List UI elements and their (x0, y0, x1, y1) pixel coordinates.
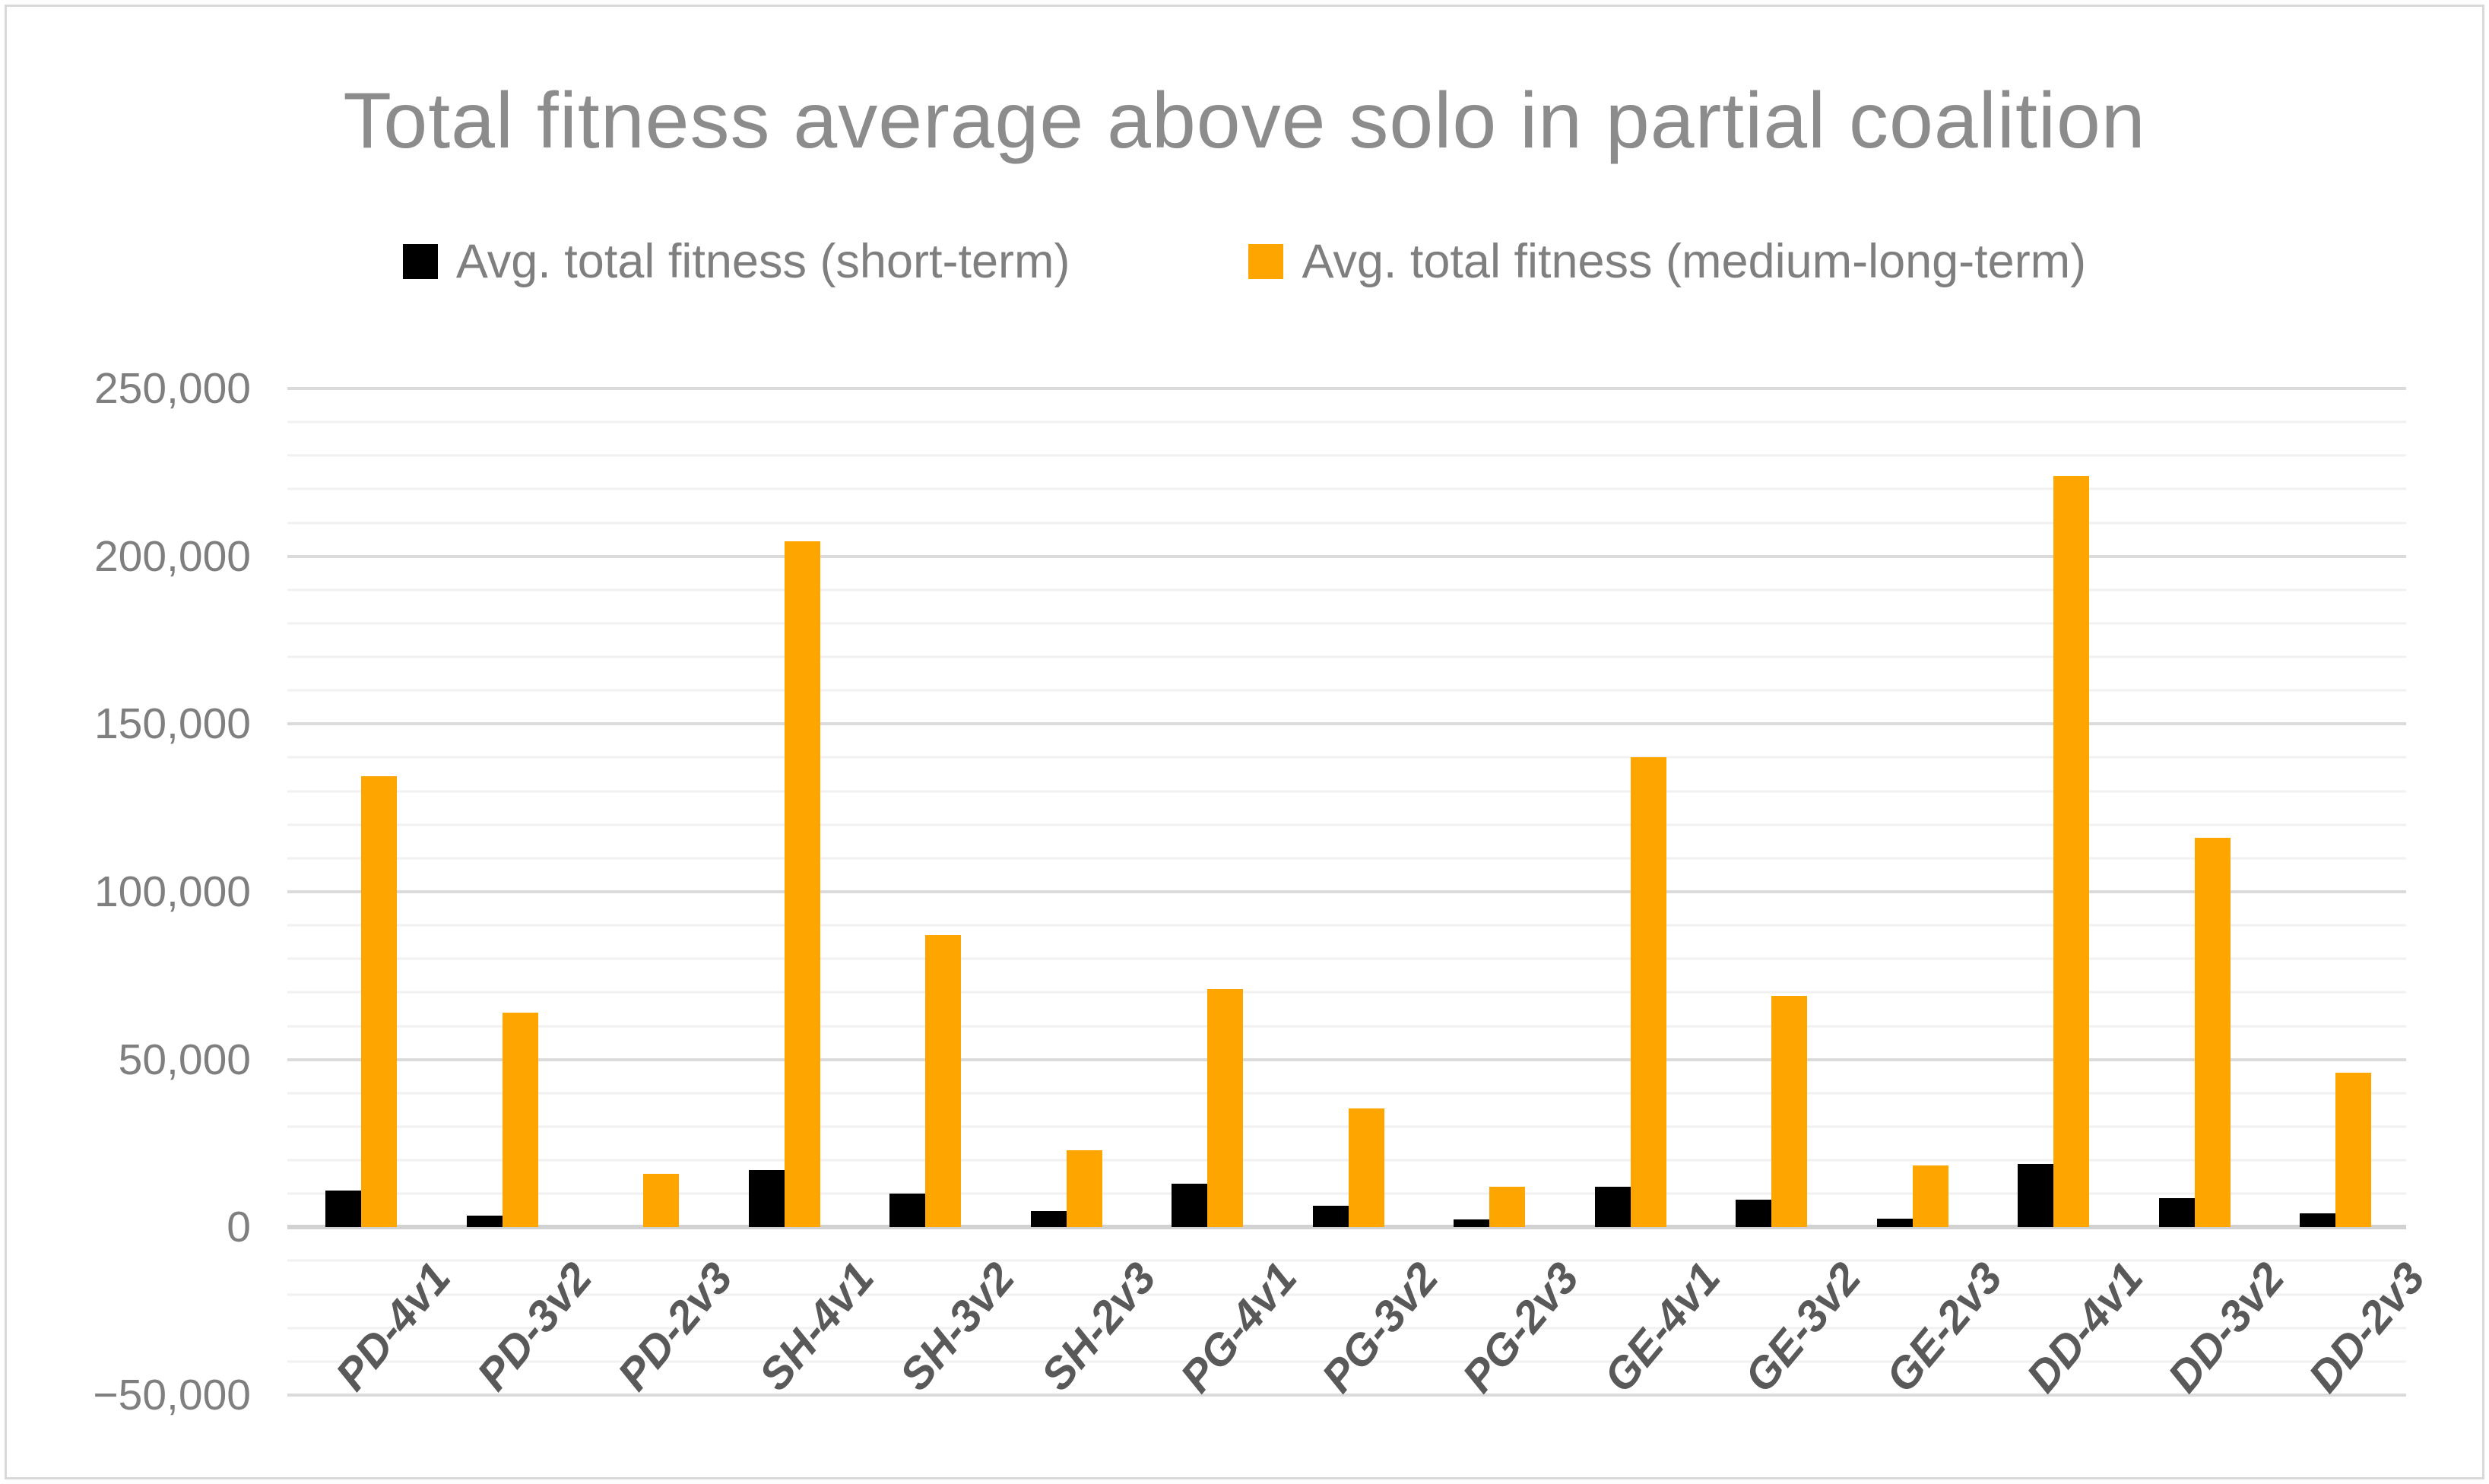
gridline (287, 1394, 2406, 1397)
gridline (287, 554, 2406, 558)
gridline (287, 1327, 2406, 1330)
bar-PD-4v1-medium-long-term (361, 775, 397, 1228)
bar-GE-4v1-short-term (1594, 1187, 1631, 1228)
bar-GE-4v1-medium-long-term (1630, 757, 1666, 1228)
gridline (287, 454, 2406, 457)
gridline (287, 991, 2406, 994)
legend: Avg. total fitness (short-term) Avg. tot… (0, 234, 2489, 289)
gridline (287, 655, 2406, 658)
bar-SH-3v2-short-term (889, 1194, 925, 1228)
plot-area (281, 387, 2406, 1397)
bar-DD-3v2-short-term (2158, 1198, 2195, 1228)
bar-PG-3v2-medium-long-term (1348, 1108, 1384, 1228)
gridline (287, 1092, 2406, 1095)
bar-SH-4v1-medium-long-term (784, 541, 820, 1228)
gridline (287, 1159, 2406, 1162)
gridline (287, 957, 2406, 960)
gridline (287, 1293, 2406, 1296)
legend-label-medium-long-term: Avg. total fitness (medium-long-term) (1302, 235, 2087, 288)
gridline (287, 756, 2406, 759)
bar-GE-3v2-short-term (1736, 1200, 1771, 1228)
bar-DD-2v3-medium-long-term (2335, 1073, 2371, 1228)
bar-SH-3v2-medium-long-term (925, 935, 961, 1228)
bar-DD-4v1-short-term (2018, 1164, 2053, 1228)
bar-DD-2v3-short-term (2300, 1213, 2335, 1228)
gridline (287, 588, 2406, 591)
gridline-zero (287, 1225, 2406, 1230)
bar-PD-3v2-medium-long-term (502, 1012, 538, 1228)
bar-SH-4v1-short-term (748, 1170, 785, 1228)
legend-item-short-term: Avg. total fitness (short-term) (402, 234, 1070, 289)
gridline (287, 1259, 2406, 1262)
gridline (287, 689, 2406, 692)
legend-swatch-short-term-icon (402, 244, 438, 279)
chart-title: Total fitness average above solo in part… (343, 77, 2146, 165)
gridline (287, 722, 2406, 726)
bar-DD-4v1-medium-long-term (2053, 475, 2089, 1228)
legend-swatch-medium-long-term-icon (1248, 244, 1284, 279)
bar-PD-4v1-short-term (325, 1190, 361, 1228)
bar-PD-3v2-short-term (466, 1215, 503, 1228)
bar-PG-2v3-medium-long-term (1489, 1187, 1525, 1228)
gridline (287, 387, 2406, 390)
gridline (287, 1025, 2406, 1028)
gridline (287, 890, 2406, 893)
gridline (287, 924, 2406, 927)
bar-SH-2v3-medium-long-term (1066, 1149, 1102, 1228)
gridline (287, 1058, 2406, 1061)
bar-GE-2v3-short-term (1876, 1218, 1913, 1228)
bar-DD-3v2-medium-long-term (2194, 838, 2231, 1228)
gridline (287, 522, 2406, 525)
gridline (287, 420, 2406, 423)
bar-GE-2v3-medium-long-term (1912, 1165, 1948, 1228)
gridline (287, 790, 2406, 793)
bar-PG-4v1-short-term (1172, 1183, 1207, 1228)
gridline (287, 1192, 2406, 1195)
bar-SH-2v3-short-term (1030, 1211, 1067, 1228)
legend-label-short-term: Avg. total fitness (short-term) (455, 235, 1070, 288)
bar-PG-3v2-short-term (1312, 1205, 1349, 1228)
gridline (287, 1125, 2406, 1128)
gridline (287, 823, 2406, 826)
gridline (287, 1360, 2406, 1363)
gridline (287, 487, 2406, 490)
bar-PG-4v1-medium-long-term (1207, 988, 1243, 1228)
gridline (287, 622, 2406, 625)
gridline (287, 857, 2406, 860)
bar-PG-2v3-short-term (1454, 1219, 1489, 1228)
legend-item-medium-long-term: Avg. total fitness (medium-long-term) (1248, 234, 2086, 289)
bar-PD-2v3-medium-long-term (643, 1173, 679, 1228)
bar-GE-3v2-medium-long-term (1771, 995, 1807, 1228)
